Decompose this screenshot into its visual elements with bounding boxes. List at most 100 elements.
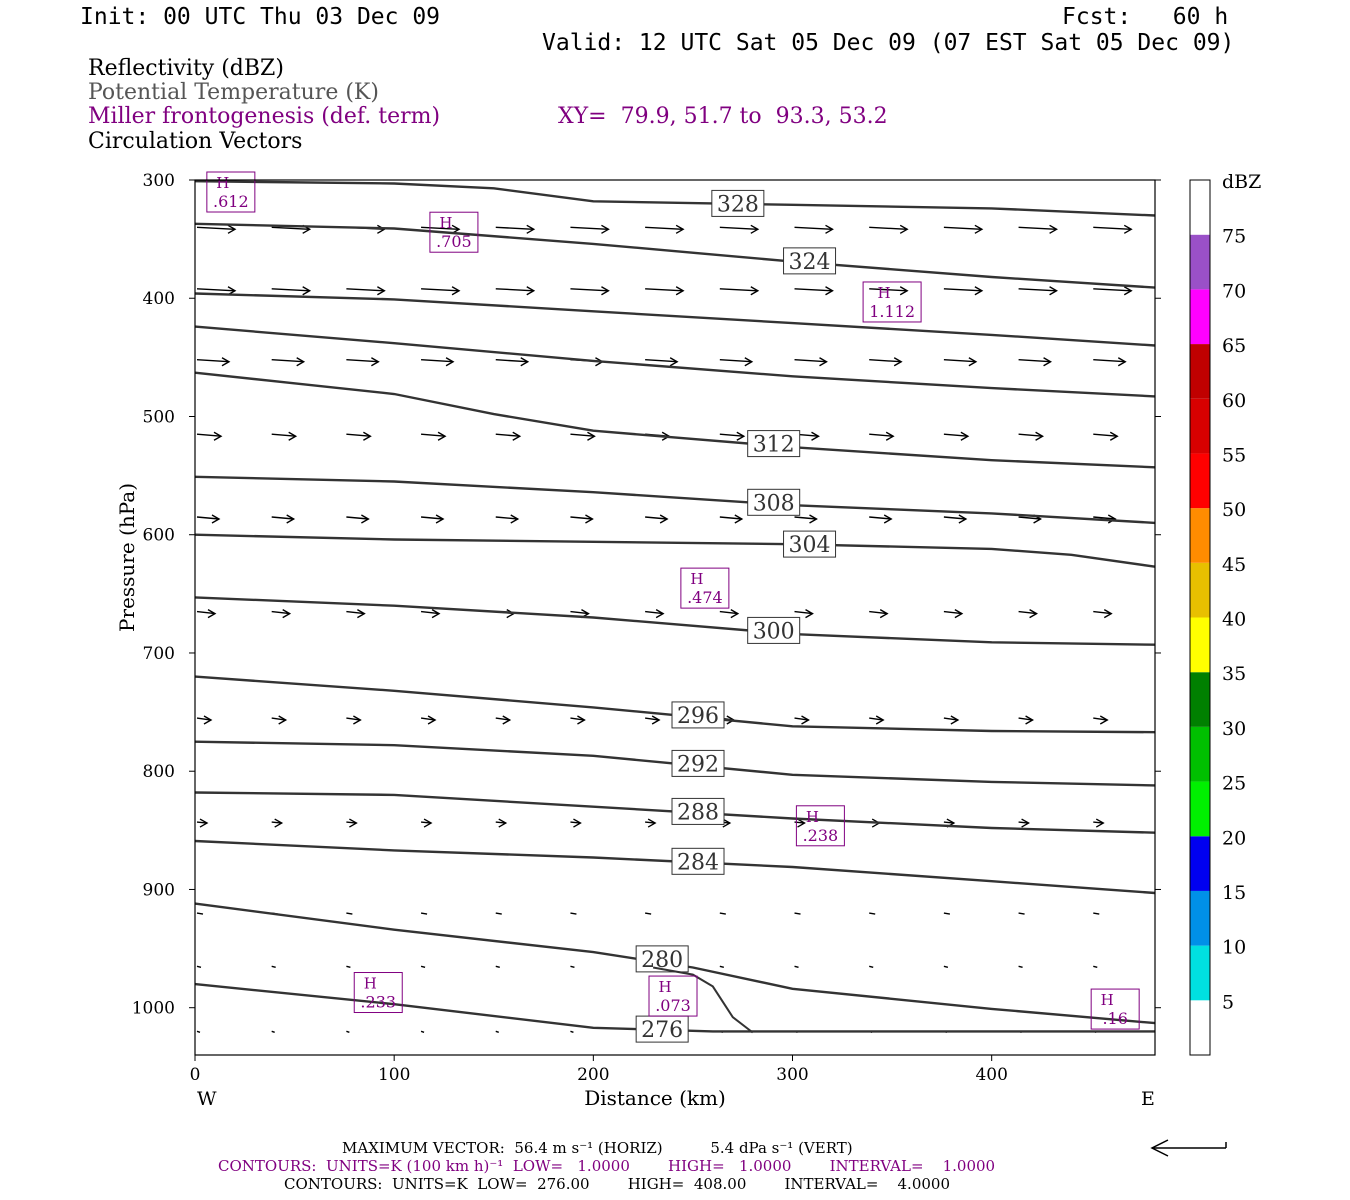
wind-vector-head	[377, 286, 386, 296]
wind-vector	[570, 433, 595, 437]
wind-vector	[794, 359, 827, 363]
wind-vector	[645, 288, 684, 292]
wind-vector	[869, 965, 874, 968]
theta-contour	[194, 222, 1156, 289]
contour-label-box	[783, 530, 837, 558]
wind-vector-head	[207, 608, 217, 619]
frontogenesis-max-h: H	[878, 284, 891, 302]
x-tick-label: 0	[190, 1065, 201, 1085]
colorbar-level-label: 55	[1222, 444, 1246, 466]
contour-label-box	[671, 847, 725, 875]
wind-vector	[1018, 717, 1033, 721]
theta-contour	[194, 325, 1156, 398]
y-tick-label: 300	[143, 171, 175, 191]
vector-key-arrow	[1150, 1139, 1227, 1157]
theta-contour	[194, 371, 1156, 469]
colorbar-swatch	[1190, 289, 1210, 345]
wind-vector	[1018, 610, 1037, 615]
wind-vector	[794, 288, 833, 292]
y-axis-label: Pressure (hPa)	[115, 483, 139, 632]
wind-vector	[420, 1030, 425, 1034]
wind-vector-head	[221, 357, 231, 367]
wind-vector	[943, 717, 958, 721]
wind-vector	[196, 433, 222, 437]
wind-vector-head	[601, 286, 610, 296]
wind-vector	[495, 717, 510, 721]
y-tick-label: 400	[143, 289, 175, 309]
wind-vector-head	[1109, 431, 1119, 441]
wind-vector	[271, 1030, 275, 1034]
wind-vector	[271, 288, 310, 292]
wind-vector-head	[211, 514, 221, 524]
frontogenesis-max-box	[795, 805, 845, 847]
wind-vector	[794, 516, 817, 520]
contour-label-box	[635, 1015, 689, 1043]
wind-vector	[495, 288, 534, 292]
wind-vector	[271, 965, 276, 968]
colorbar-swatch	[1190, 180, 1210, 235]
wind-vector	[346, 433, 371, 437]
wind-vector-head	[809, 514, 818, 524]
colorbar-frame	[1189, 179, 1211, 1056]
wind-vector	[943, 288, 982, 292]
wind-vector-head	[520, 357, 530, 367]
wind-vector-head	[1103, 608, 1113, 619]
wind-vector	[794, 226, 833, 230]
wind-vector	[719, 226, 758, 230]
wind-vector	[645, 610, 664, 615]
colorbar-level-label: 20	[1222, 827, 1246, 849]
wind-vector	[1093, 965, 1098, 968]
colorbar-unit: dBZ	[1222, 171, 1261, 193]
wind-vector-head	[797, 818, 806, 828]
contour-label-box	[747, 616, 801, 644]
colorbar-swatch	[1190, 617, 1210, 673]
theta-contour	[194, 292, 1156, 347]
wind-vector	[645, 912, 652, 915]
wind-vector	[794, 912, 801, 915]
wind-vector-head	[502, 715, 512, 725]
colorbar-swatch	[1190, 781, 1210, 837]
wind-vector	[719, 516, 742, 520]
field-theta: Potential Temperature (K)	[88, 80, 379, 105]
wind-vector	[719, 965, 724, 968]
colorbar-swatch	[1190, 234, 1210, 290]
wind-vector	[869, 516, 892, 520]
wind-vector	[346, 288, 385, 292]
frontogenesis-max-box	[353, 972, 403, 1014]
wind-vector	[420, 717, 436, 721]
wind-vector-head	[526, 224, 536, 234]
wind-vector-head	[371, 357, 380, 367]
wind-vector	[1018, 359, 1051, 363]
plot-area: 328324312308304300296292288284280276H.61…	[115, 171, 1161, 1110]
wind-vector	[495, 516, 518, 520]
wind-vector	[495, 1030, 499, 1034]
wind-vector-head	[1029, 608, 1038, 619]
frontogenesis-max-h: H	[439, 214, 452, 232]
wind-vector	[869, 610, 888, 615]
forecast-hour: Fcst: 60 h	[1062, 4, 1229, 30]
field-frontogenesis: Miller frontogenesis (def. term)	[88, 104, 441, 129]
wind-vector	[1093, 433, 1118, 437]
contour-label: 324	[789, 250, 831, 275]
contours-theta-note: CONTOURS: UNITS=K LOW= 276.00 HIGH= 408.…	[284, 1175, 950, 1193]
contour-label-box	[783, 247, 837, 275]
wind-vector-head	[302, 286, 312, 296]
frontogenesis-max-value: 1.112	[869, 302, 915, 321]
wind-vector	[196, 1030, 201, 1034]
wind-vector	[196, 717, 212, 721]
wind-vector-head	[437, 431, 447, 441]
x-tick-label: 200	[577, 1065, 609, 1085]
wind-vector-head	[1025, 715, 1034, 725]
wind-vector	[570, 516, 593, 520]
wind-vector-head	[1021, 818, 1030, 828]
wind-vector-head	[675, 224, 685, 234]
colorbar-swatch	[1190, 453, 1210, 509]
wind-vector-head	[353, 715, 362, 725]
xy-endpoints: XY= 79.9, 51.7 to 93.3, 53.2	[558, 104, 888, 129]
wind-vector-head	[1117, 357, 1127, 367]
colorbar-level-label: 45	[1222, 554, 1246, 576]
wind-vector	[570, 226, 609, 230]
wind-vector	[794, 717, 809, 721]
wind-vector	[196, 516, 220, 520]
wind-vector-head	[357, 608, 366, 619]
